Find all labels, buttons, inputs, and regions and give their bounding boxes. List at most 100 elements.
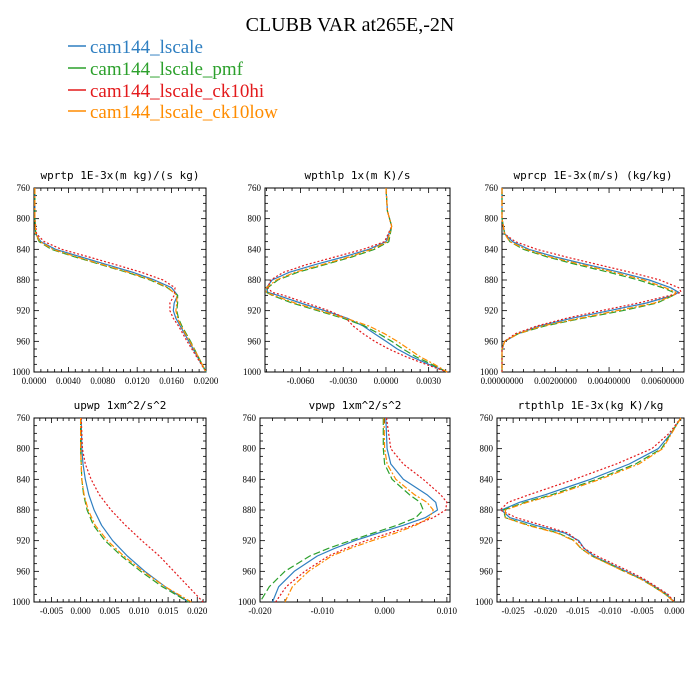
y-tick-label: 800 bbox=[248, 214, 262, 224]
y-tick-label: 760 bbox=[17, 413, 31, 423]
y-tick-label: 880 bbox=[485, 275, 499, 285]
series-line-cam144-lscale-ck10hi bbox=[275, 417, 448, 603]
figure-title: CLUBB VAR at265E,-2N bbox=[246, 14, 455, 36]
x-tick-label: -0.020 bbox=[248, 606, 272, 616]
x-tick-label: 0.00200000 bbox=[534, 376, 577, 386]
x-tick-label: -0.005 bbox=[630, 606, 654, 616]
x-tick-label: 0.000 bbox=[71, 606, 92, 616]
x-tick-label: 0.0160 bbox=[159, 376, 184, 386]
y-tick-label: 760 bbox=[485, 183, 499, 193]
y-tick-label: 760 bbox=[480, 413, 494, 423]
series-line-cam144-lscale bbox=[500, 417, 682, 603]
y-tick-label: 840 bbox=[485, 244, 499, 254]
panel-title: vpwp 1xm^2/s^2 bbox=[309, 399, 402, 412]
y-tick-label: 1000 bbox=[475, 597, 494, 607]
series-line-cam144-lscale-ck10hi bbox=[80, 417, 204, 603]
x-tick-label: 0.010 bbox=[437, 606, 458, 616]
y-tick-label: 1000 bbox=[243, 367, 262, 377]
y-tick-label: 1000 bbox=[238, 597, 257, 607]
y-tick-label: 840 bbox=[248, 244, 262, 254]
x-tick-label: -0.025 bbox=[501, 606, 525, 616]
y-tick-label: 920 bbox=[17, 306, 31, 316]
y-tick-label: 760 bbox=[243, 413, 257, 423]
y-tick-label: 840 bbox=[17, 244, 31, 254]
series-line-cam144-lscale-ck10hi bbox=[34, 188, 207, 373]
series-line-cam144-lscale-ck10low bbox=[79, 418, 192, 603]
series-line-cam144-lscale-ck10hi bbox=[501, 188, 682, 372]
panel: wprtp 1E-3x(m kg)/(s kg) 760 800 840 880 920 9… bbox=[12, 169, 219, 386]
legend-entry: cam144_lscale_ck10hi bbox=[90, 81, 264, 102]
y-tick-label: 920 bbox=[17, 536, 31, 546]
x-tick-label: 0.000 bbox=[374, 606, 395, 616]
y-tick-label: 880 bbox=[243, 505, 257, 515]
y-tick-label: 960 bbox=[17, 336, 31, 346]
series-line-cam144-lscale-pmf bbox=[259, 418, 424, 603]
y-tick-label: 1000 bbox=[480, 367, 499, 377]
legend-entry: cam144_lscale_pmf bbox=[90, 59, 244, 80]
y-tick-label: 880 bbox=[248, 275, 262, 285]
x-tick-label: 0.000 bbox=[664, 606, 685, 616]
panel-title: upwp 1xm^2/s^2 bbox=[74, 399, 167, 412]
series-line-cam144-lscale bbox=[271, 417, 439, 603]
y-tick-label: 1000 bbox=[12, 367, 31, 377]
y-tick-label: 920 bbox=[243, 536, 257, 546]
y-tick-label: 800 bbox=[17, 214, 31, 224]
y-tick-label: 880 bbox=[17, 505, 31, 515]
y-tick-label: 1000 bbox=[12, 597, 31, 607]
panel-title: wpthlp 1x(m K)/s bbox=[305, 169, 411, 182]
y-tick-label: 800 bbox=[480, 444, 494, 454]
y-tick-label: 760 bbox=[17, 183, 31, 193]
series-line-cam144-lscale-ck10low bbox=[284, 417, 434, 603]
x-tick-label: -0.005 bbox=[40, 606, 64, 616]
panel: rtpthlp 1E-3x(kg K)/kg 760 800 840 880 920 960… bbox=[475, 399, 685, 616]
legend-entry: cam144_lscale bbox=[90, 37, 203, 58]
x-tick-label: -0.010 bbox=[598, 606, 622, 616]
y-tick-label: 960 bbox=[17, 566, 31, 576]
panel: wpthlp 1x(m K)/s 760 800 840 880 920 960 1000 -0… bbox=[243, 169, 451, 386]
plot-frame bbox=[501, 187, 685, 373]
x-tick-label: 0.0000 bbox=[374, 376, 399, 386]
x-tick-label: 0.005 bbox=[100, 606, 121, 616]
plot-frame bbox=[259, 417, 451, 603]
x-tick-label: 0.020 bbox=[187, 606, 208, 616]
plot-frame bbox=[33, 417, 207, 603]
x-tick-label: -0.020 bbox=[534, 606, 558, 616]
x-tick-label: 0.00000000 bbox=[481, 376, 524, 386]
y-tick-label: 960 bbox=[485, 336, 499, 346]
y-tick-label: 840 bbox=[243, 474, 257, 484]
y-tick-label: 880 bbox=[17, 275, 31, 285]
panel: upwp 1xm^2/s^2 760 800 840 880 920 960 1000 -0.0… bbox=[12, 399, 208, 616]
y-tick-label: 840 bbox=[17, 474, 31, 484]
y-tick-label: 960 bbox=[243, 566, 257, 576]
y-tick-label: 800 bbox=[243, 444, 257, 454]
y-tick-label: 920 bbox=[485, 306, 499, 316]
series-line-cam144-lscale-ck10low bbox=[265, 187, 448, 373]
panel: vpwp 1xm^2/s^27608008408809209601000-0.0… bbox=[238, 399, 458, 616]
x-tick-label: -0.0060 bbox=[287, 376, 315, 386]
x-tick-label: 0.010 bbox=[129, 606, 150, 616]
panel-title: rtpthlp 1E-3x(kg K)/kg bbox=[518, 399, 664, 412]
y-tick-label: 760 bbox=[248, 183, 262, 193]
plot-frame bbox=[264, 187, 451, 373]
x-tick-label: -0.010 bbox=[311, 606, 335, 616]
series-line-cam144-lscale bbox=[501, 188, 680, 372]
x-tick-label: 0.00400000 bbox=[588, 376, 631, 386]
panel-title: wprtp 1E-3x(m kg)/(s kg) bbox=[41, 169, 200, 182]
x-tick-label: 0.0000 bbox=[22, 376, 47, 386]
series-line-cam144-lscale-ck10low bbox=[501, 188, 677, 372]
y-tick-label: 920 bbox=[480, 536, 494, 546]
y-tick-label: 920 bbox=[248, 306, 262, 316]
panels: wprtp 1E-3x(m kg)/(s kg) 760 800 840 880 920 9… bbox=[12, 169, 685, 616]
plot-frame bbox=[33, 187, 207, 373]
legend: cam144_lscale cam144_lscale_pmf cam144_l… bbox=[68, 37, 278, 123]
series-line-cam144-lscale-pmf bbox=[34, 188, 207, 373]
series-line-cam144-lscale bbox=[265, 187, 448, 373]
x-tick-label: 0.015 bbox=[158, 606, 179, 616]
x-tick-label: 0.0030 bbox=[416, 376, 441, 386]
legend-entry: cam144_lscale_ck10low bbox=[90, 102, 278, 123]
panel-title: wprcp 1E-3x(m/s) (kg/kg) bbox=[514, 169, 673, 182]
series-line-cam144-lscale-ck10low bbox=[34, 188, 207, 373]
y-tick-label: 960 bbox=[480, 566, 494, 576]
x-tick-label: -0.0030 bbox=[329, 376, 357, 386]
